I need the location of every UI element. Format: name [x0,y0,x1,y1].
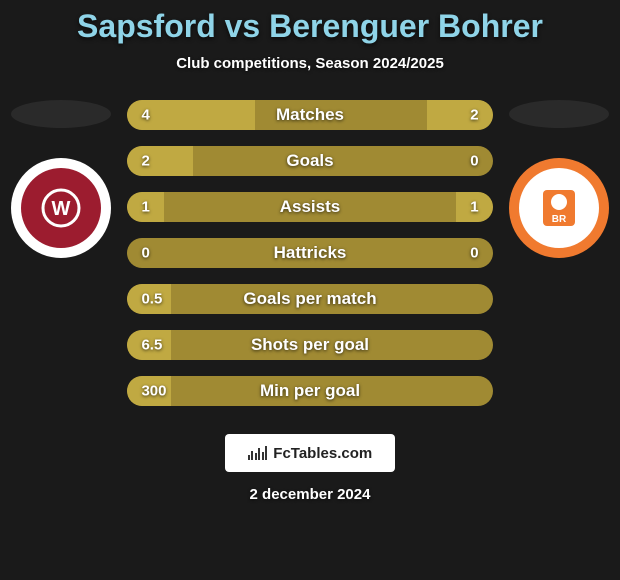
stat-row: 0.5 Goals per match [127,284,492,314]
stat-label: Assists [280,197,340,217]
stat-value-right: 2 [470,107,478,124]
stat-row: 6.5 Shots per goal [127,330,492,360]
stat-row: 2 0 Goals [127,146,492,176]
stat-value-left: 1 [141,199,149,216]
footer-brand-text: FcTables.com [273,445,372,462]
stat-value-left: 6.5 [141,337,162,354]
stat-fill-left [127,146,193,176]
comparison-subtitle: Club competitions, Season 2024/2025 [0,55,620,72]
stat-label: Min per goal [260,381,360,401]
team-crest-left: W [11,158,111,258]
stat-value-left: 2 [141,153,149,170]
comparison-main: W 4 2 Matches 2 0 Goals 1 1 Assists 0 0 Hattricks 0.… [0,100,620,406]
stat-value-left: 300 [141,383,166,400]
svg-text:W: W [51,198,70,220]
wanderers-badge-icon: W [36,183,86,233]
stat-value-right: 1 [470,199,478,216]
player-avatar-left [11,100,111,128]
date-text: 2 december 2024 [0,486,620,503]
stat-fill-right [427,100,493,130]
stat-value-left: 4 [141,107,149,124]
stat-row: 1 1 Assists [127,192,492,222]
stat-label: Hattricks [274,243,347,263]
team-left-column: W [4,100,117,258]
stat-label: Matches [276,105,344,125]
stat-row: 4 2 Matches [127,100,492,130]
stat-row: 0 0 Hattricks [127,238,492,268]
stat-label: Goals [286,151,333,171]
team-right-column: BR [503,100,616,258]
bars-icon [248,446,268,460]
stat-label: Shots per goal [251,335,369,355]
brisbane-badge-icon: BR [531,180,587,236]
player-avatar-right [509,100,609,128]
fctables-logo: FcTables.com [225,434,395,472]
stat-value-right: 0 [470,245,478,262]
svg-text:BR: BR [552,214,567,225]
stat-row: 300 Min per goal [127,376,492,406]
stat-value-right: 0 [470,153,478,170]
stat-label: Goals per match [243,289,376,309]
stat-value-left: 0.5 [141,291,162,308]
stats-bars: 4 2 Matches 2 0 Goals 1 1 Assists 0 0 Hattricks 0.5 G… [127,100,492,406]
team-crest-right: BR [509,158,609,258]
comparison-title: Sapsford vs Berenguer Bohrer [0,8,620,45]
stat-value-left: 0 [141,245,149,262]
